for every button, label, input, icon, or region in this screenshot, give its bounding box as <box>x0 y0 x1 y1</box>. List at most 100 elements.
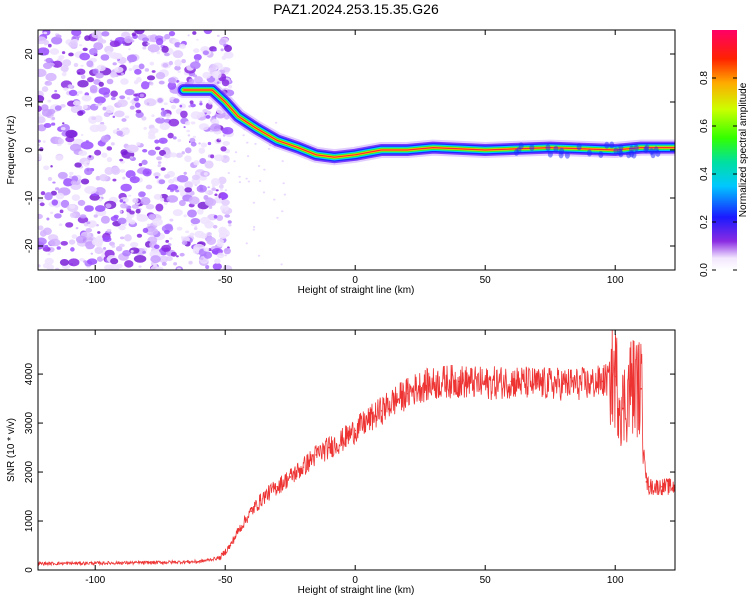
noise-speckle <box>110 142 115 146</box>
noise-speckle <box>147 134 156 140</box>
noise-speckle <box>183 126 186 129</box>
noise-speckle <box>221 79 230 87</box>
noise-speckle <box>206 232 213 237</box>
ridge-wobble <box>518 142 524 150</box>
noise-speckle <box>106 78 114 85</box>
noise-speckle <box>187 209 197 218</box>
colorbar-tick-label: 0.2 <box>699 215 710 229</box>
noise-speckle <box>176 226 183 231</box>
noise-speckle <box>202 71 211 79</box>
noise-speckle <box>78 44 83 47</box>
noise-speckle <box>88 155 92 158</box>
noise-speckle <box>153 172 161 178</box>
colorbar: 0.0 0.2 0.4 0.6 0.8 Normalized spectral ampl… <box>699 30 749 277</box>
noise-speckle <box>51 93 61 100</box>
noise-speckle <box>193 48 200 54</box>
noise-speckle <box>93 214 98 218</box>
spectrogram-xtick-label: -100 <box>85 275 105 286</box>
noise-speckle <box>167 132 174 139</box>
spectrogram-ytick-label: 10 <box>24 96 35 108</box>
noise-speckle <box>151 70 156 73</box>
noise-speckle <box>124 234 132 242</box>
noise-speckle <box>282 182 285 185</box>
ridge-wobble <box>604 141 610 149</box>
noise-speckle <box>126 208 132 213</box>
noise-speckle <box>104 167 114 175</box>
noise-speckle <box>103 246 107 250</box>
noise-speckle <box>164 201 168 205</box>
noise-speckle <box>247 180 251 183</box>
ridge-wobble <box>576 143 582 151</box>
noise-speckle <box>77 90 83 94</box>
noise-speckle <box>43 31 48 35</box>
noise-speckle <box>105 203 112 209</box>
snr-point <box>445 380 448 383</box>
noise-speckle <box>133 93 139 97</box>
noise-speckle <box>133 97 140 102</box>
noise-speckle <box>257 165 261 168</box>
noise-speckle <box>114 110 125 118</box>
noise-speckle <box>200 257 204 261</box>
noise-speckle <box>184 181 193 190</box>
snr-point <box>562 383 564 385</box>
noise-speckle <box>65 129 78 139</box>
noise-speckle <box>38 264 41 268</box>
noise-speckle <box>110 215 119 222</box>
noise-speckle <box>281 160 284 163</box>
noise-speckle <box>190 111 202 120</box>
noise-speckle <box>75 235 87 244</box>
noise-speckle <box>136 76 142 83</box>
noise-speckle <box>84 185 97 195</box>
noise-speckle <box>171 104 177 110</box>
noise-speckle <box>129 105 135 110</box>
noise-speckle <box>51 199 59 206</box>
noise-speckle <box>168 178 175 184</box>
noise-speckle <box>220 48 224 52</box>
noise-speckle <box>133 254 147 263</box>
noise-speckle <box>190 141 197 147</box>
noise-speckle <box>38 139 41 143</box>
noise-speckle <box>202 50 209 56</box>
noise-speckle <box>68 52 74 57</box>
noise-speckle <box>172 50 184 59</box>
noise-speckle <box>129 101 133 104</box>
noise-speckle <box>68 89 78 97</box>
snr-ytick-label: 2000 <box>24 460 35 483</box>
noise-speckle <box>150 255 161 264</box>
noise-speckle <box>189 190 195 196</box>
noise-speckle <box>192 247 200 254</box>
noise-speckle <box>94 187 106 196</box>
snr-point <box>328 446 331 449</box>
noise-speckle <box>42 263 50 269</box>
noise-speckle <box>165 113 171 119</box>
noise-speckle <box>94 205 106 212</box>
noise-speckle <box>89 85 98 93</box>
noise-speckle <box>160 167 166 171</box>
noise-speckle <box>258 179 262 182</box>
noise-speckle <box>189 100 194 105</box>
noise-speckle <box>82 47 88 52</box>
noise-speckle <box>177 138 182 143</box>
noise-speckle <box>149 214 156 220</box>
noise-speckle <box>129 219 136 225</box>
noise-speckle <box>129 156 134 159</box>
noise-speckle <box>161 45 169 53</box>
noise-speckle <box>131 32 137 37</box>
noise-speckle <box>242 134 245 137</box>
noise-speckle <box>80 133 84 137</box>
noise-speckle <box>77 216 89 224</box>
noise-speckle <box>57 171 68 179</box>
noise-speckle <box>153 193 163 200</box>
noise-speckle <box>208 99 211 102</box>
noise-speckle <box>119 236 125 240</box>
noise-speckle <box>69 143 82 152</box>
snr-point <box>458 380 461 383</box>
colorbar-tick-label: 0.8 <box>699 71 710 85</box>
noise-speckle <box>218 184 224 189</box>
noise-speckle <box>60 103 66 108</box>
ridge-wobble <box>629 145 635 153</box>
noise-speckle <box>62 122 65 125</box>
noise-speckle <box>206 236 217 245</box>
noise-speckle <box>193 53 202 61</box>
noise-speckle <box>100 135 110 143</box>
